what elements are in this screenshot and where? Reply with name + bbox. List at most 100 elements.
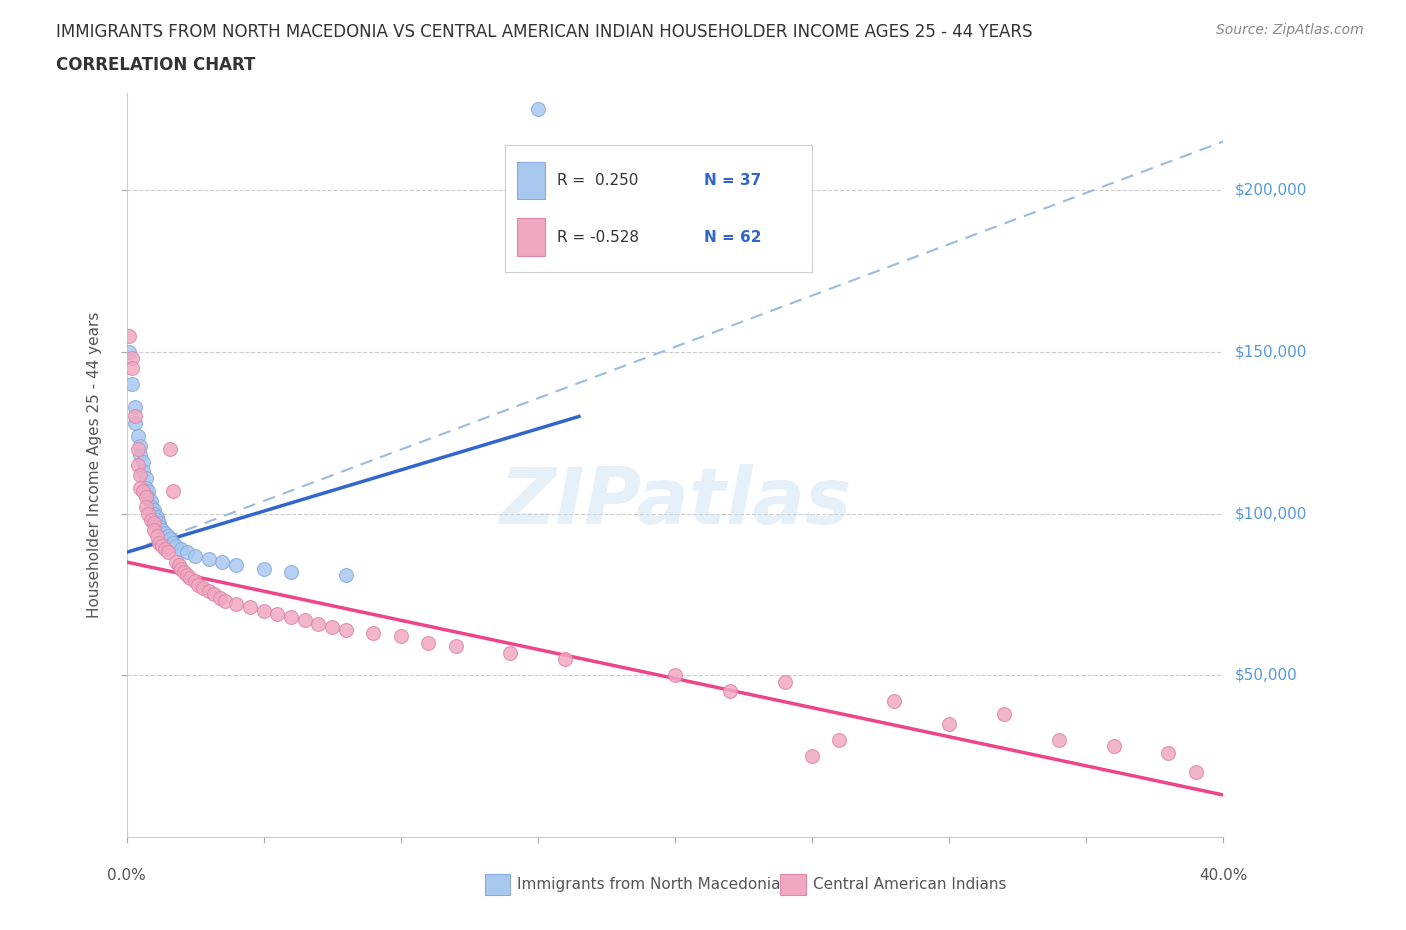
Point	[135, 471, 157, 485]
Point	[211, 554, 233, 569]
Point	[664, 668, 686, 683]
Point	[225, 558, 247, 573]
Point	[145, 529, 167, 544]
Point	[527, 101, 550, 116]
Point	[165, 538, 187, 553]
Text: Source: ZipAtlas.com: Source: ZipAtlas.com	[1216, 23, 1364, 37]
Text: $200,000: $200,000	[1234, 182, 1306, 197]
Point	[554, 652, 576, 667]
Point	[335, 622, 357, 637]
Point	[132, 464, 155, 479]
Point	[135, 490, 157, 505]
Point	[132, 455, 155, 470]
Point	[197, 584, 219, 599]
Text: $150,000: $150,000	[1234, 344, 1306, 359]
Point	[499, 645, 522, 660]
Point	[145, 512, 167, 527]
Text: 40.0%: 40.0%	[1199, 868, 1247, 883]
Point	[184, 548, 207, 563]
Point	[129, 438, 152, 453]
Point	[124, 409, 146, 424]
Point	[129, 467, 152, 482]
Point	[170, 541, 193, 556]
Point	[993, 707, 1015, 722]
Point	[153, 541, 176, 556]
Point	[308, 616, 330, 631]
Point	[145, 510, 167, 525]
Point	[718, 684, 741, 698]
Point	[938, 716, 960, 731]
Point	[170, 561, 193, 576]
Point	[153, 525, 176, 540]
Point	[883, 694, 905, 709]
Point	[150, 538, 173, 553]
Point	[1157, 746, 1180, 761]
Point	[129, 448, 152, 463]
Point	[127, 458, 149, 472]
Point	[1102, 739, 1125, 754]
Point	[159, 442, 181, 457]
Point	[162, 484, 184, 498]
Point	[150, 523, 173, 538]
Text: CORRELATION CHART: CORRELATION CHART	[56, 56, 256, 73]
Point	[148, 516, 170, 531]
Point	[141, 512, 163, 527]
Point	[141, 493, 163, 508]
Point	[253, 604, 276, 618]
Point	[280, 609, 302, 624]
Point	[418, 635, 440, 650]
Point	[773, 674, 796, 689]
Point	[801, 749, 824, 764]
Text: ZIPatlas: ZIPatlas	[499, 464, 851, 540]
Point	[143, 503, 166, 518]
Point	[132, 484, 155, 498]
Point	[138, 506, 160, 521]
Point	[124, 399, 146, 414]
Point	[294, 613, 316, 628]
Point	[156, 545, 179, 560]
Point	[253, 561, 276, 576]
Point	[197, 551, 219, 566]
Text: 0.0%: 0.0%	[107, 868, 146, 883]
Point	[165, 554, 187, 569]
Point	[184, 574, 207, 589]
Point	[187, 578, 209, 592]
Point	[121, 361, 143, 376]
Point	[1185, 764, 1208, 779]
Point	[266, 606, 288, 621]
Point	[444, 639, 467, 654]
Point	[176, 545, 198, 560]
Point	[135, 480, 157, 495]
Point	[118, 344, 141, 359]
Point	[173, 565, 195, 579]
Point	[141, 499, 163, 514]
Point	[214, 593, 236, 608]
Point	[167, 558, 190, 573]
Point	[321, 619, 343, 634]
Point	[143, 516, 166, 531]
Point	[202, 587, 225, 602]
Point	[121, 377, 143, 392]
Point	[121, 351, 143, 365]
Point	[363, 626, 385, 641]
Text: Immigrants from North Macedonia: Immigrants from North Macedonia	[517, 877, 780, 892]
Point	[335, 567, 357, 582]
Point	[179, 571, 201, 586]
Point	[239, 600, 262, 615]
Point	[176, 567, 198, 582]
Point	[148, 519, 170, 534]
Point	[389, 629, 412, 644]
Point	[280, 565, 302, 579]
Point	[148, 535, 170, 550]
Point	[159, 532, 181, 547]
Point	[127, 442, 149, 457]
Text: IMMIGRANTS FROM NORTH MACEDONIA VS CENTRAL AMERICAN INDIAN HOUSEHOLDER INCOME AG: IMMIGRANTS FROM NORTH MACEDONIA VS CENTR…	[56, 23, 1033, 41]
Point	[135, 499, 157, 514]
Point	[127, 429, 149, 444]
Y-axis label: Householder Income Ages 25 - 44 years: Householder Income Ages 25 - 44 years	[87, 312, 103, 618]
Point	[138, 484, 160, 498]
Point	[828, 733, 851, 748]
Text: $100,000: $100,000	[1234, 506, 1306, 521]
Point	[124, 416, 146, 431]
Point	[156, 529, 179, 544]
